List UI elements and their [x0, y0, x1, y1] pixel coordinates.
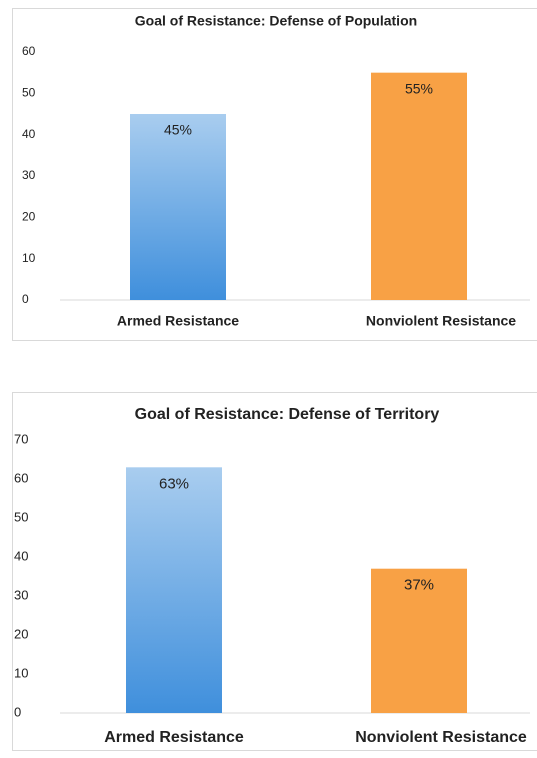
- chart-frame: [12, 392, 537, 751]
- y-tick-label: 10: [14, 665, 28, 680]
- y-tick-label: 0: [14, 704, 21, 719]
- x-tick-label: Nonviolent Resistance: [355, 729, 527, 746]
- data-label: 63%: [159, 475, 189, 492]
- chart-title: Goal of Resistance: Defense of Populatio…: [135, 13, 417, 29]
- y-tick-label: 50: [14, 509, 28, 524]
- data-label: 45%: [164, 122, 192, 138]
- x-tick-label: Nonviolent Resistance: [366, 313, 516, 329]
- y-tick-label: 30: [14, 587, 28, 602]
- data-label: 37%: [404, 577, 434, 594]
- bar: [130, 114, 226, 300]
- y-tick-label: 40: [22, 127, 36, 141]
- y-tick-label: 0: [22, 292, 29, 306]
- bar: [126, 467, 222, 713]
- y-tick-label: 20: [22, 210, 36, 224]
- y-tick-label: 50: [22, 86, 36, 100]
- x-tick-label: Armed Resistance: [117, 313, 239, 329]
- y-tick-label: 70: [14, 431, 28, 446]
- y-tick-label: 60: [14, 470, 28, 485]
- x-tick-label: Armed Resistance: [104, 729, 244, 746]
- y-tick-label: 30: [22, 168, 36, 182]
- bar: [371, 568, 467, 713]
- bar: [371, 72, 467, 301]
- y-tick-label: 60: [22, 44, 36, 58]
- data-label: 55%: [405, 80, 433, 96]
- y-tick-label: 10: [22, 251, 36, 265]
- chart-frame: [12, 8, 537, 341]
- y-tick-label: 40: [14, 548, 28, 563]
- chart-title: Goal of Resistance: Defense of Territory: [135, 406, 440, 423]
- y-tick-label: 20: [14, 626, 28, 641]
